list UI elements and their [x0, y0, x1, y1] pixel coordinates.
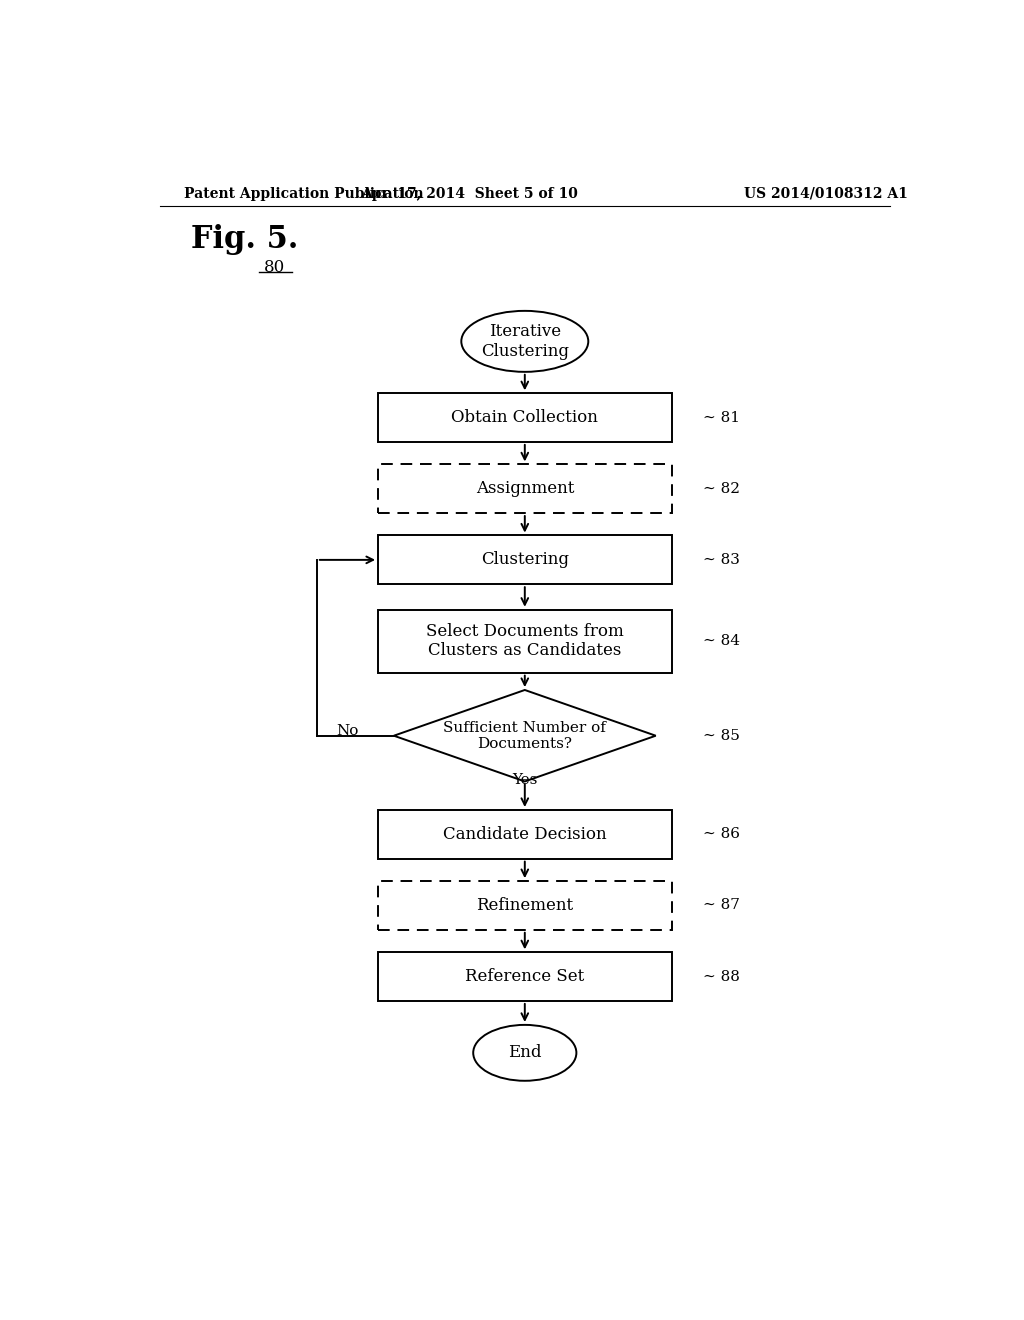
Text: ∼ 86: ∼ 86: [703, 828, 740, 841]
FancyBboxPatch shape: [378, 610, 672, 673]
Text: Fig. 5.: Fig. 5.: [191, 224, 299, 255]
Text: Obtain Collection: Obtain Collection: [452, 409, 598, 426]
Text: Clustering: Clustering: [481, 552, 568, 569]
Text: ∼ 83: ∼ 83: [703, 553, 740, 566]
FancyBboxPatch shape: [378, 465, 672, 513]
Text: ∼ 87: ∼ 87: [703, 899, 740, 912]
Polygon shape: [394, 690, 655, 781]
Text: Patent Application Publication: Patent Application Publication: [183, 187, 423, 201]
Text: ∼ 81: ∼ 81: [703, 411, 740, 425]
Text: Sufficient Number of
Documents?: Sufficient Number of Documents?: [443, 721, 606, 751]
Text: ∼ 85: ∼ 85: [703, 729, 740, 743]
Text: ∼ 82: ∼ 82: [703, 482, 740, 496]
Text: ∼ 84: ∼ 84: [703, 634, 740, 648]
Text: ∼ 88: ∼ 88: [703, 970, 740, 983]
FancyBboxPatch shape: [378, 536, 672, 585]
Text: Iterative
Clustering: Iterative Clustering: [481, 323, 568, 359]
FancyBboxPatch shape: [378, 810, 672, 859]
Text: No: No: [336, 723, 358, 738]
FancyBboxPatch shape: [378, 952, 672, 1001]
Text: End: End: [508, 1044, 542, 1061]
Text: Select Documents from
Clusters as Candidates: Select Documents from Clusters as Candid…: [426, 623, 624, 660]
Ellipse shape: [461, 312, 588, 372]
FancyBboxPatch shape: [378, 880, 672, 929]
Text: Candidate Decision: Candidate Decision: [443, 826, 606, 842]
Text: 80: 80: [264, 259, 286, 276]
Ellipse shape: [473, 1024, 577, 1081]
Text: Yes: Yes: [512, 774, 538, 788]
Text: Refinement: Refinement: [476, 898, 573, 913]
Text: US 2014/0108312 A1: US 2014/0108312 A1: [744, 187, 908, 201]
Text: Reference Set: Reference Set: [465, 968, 585, 985]
Text: Apr. 17, 2014  Sheet 5 of 10: Apr. 17, 2014 Sheet 5 of 10: [360, 187, 578, 201]
Text: Assignment: Assignment: [475, 480, 574, 498]
FancyBboxPatch shape: [378, 393, 672, 442]
